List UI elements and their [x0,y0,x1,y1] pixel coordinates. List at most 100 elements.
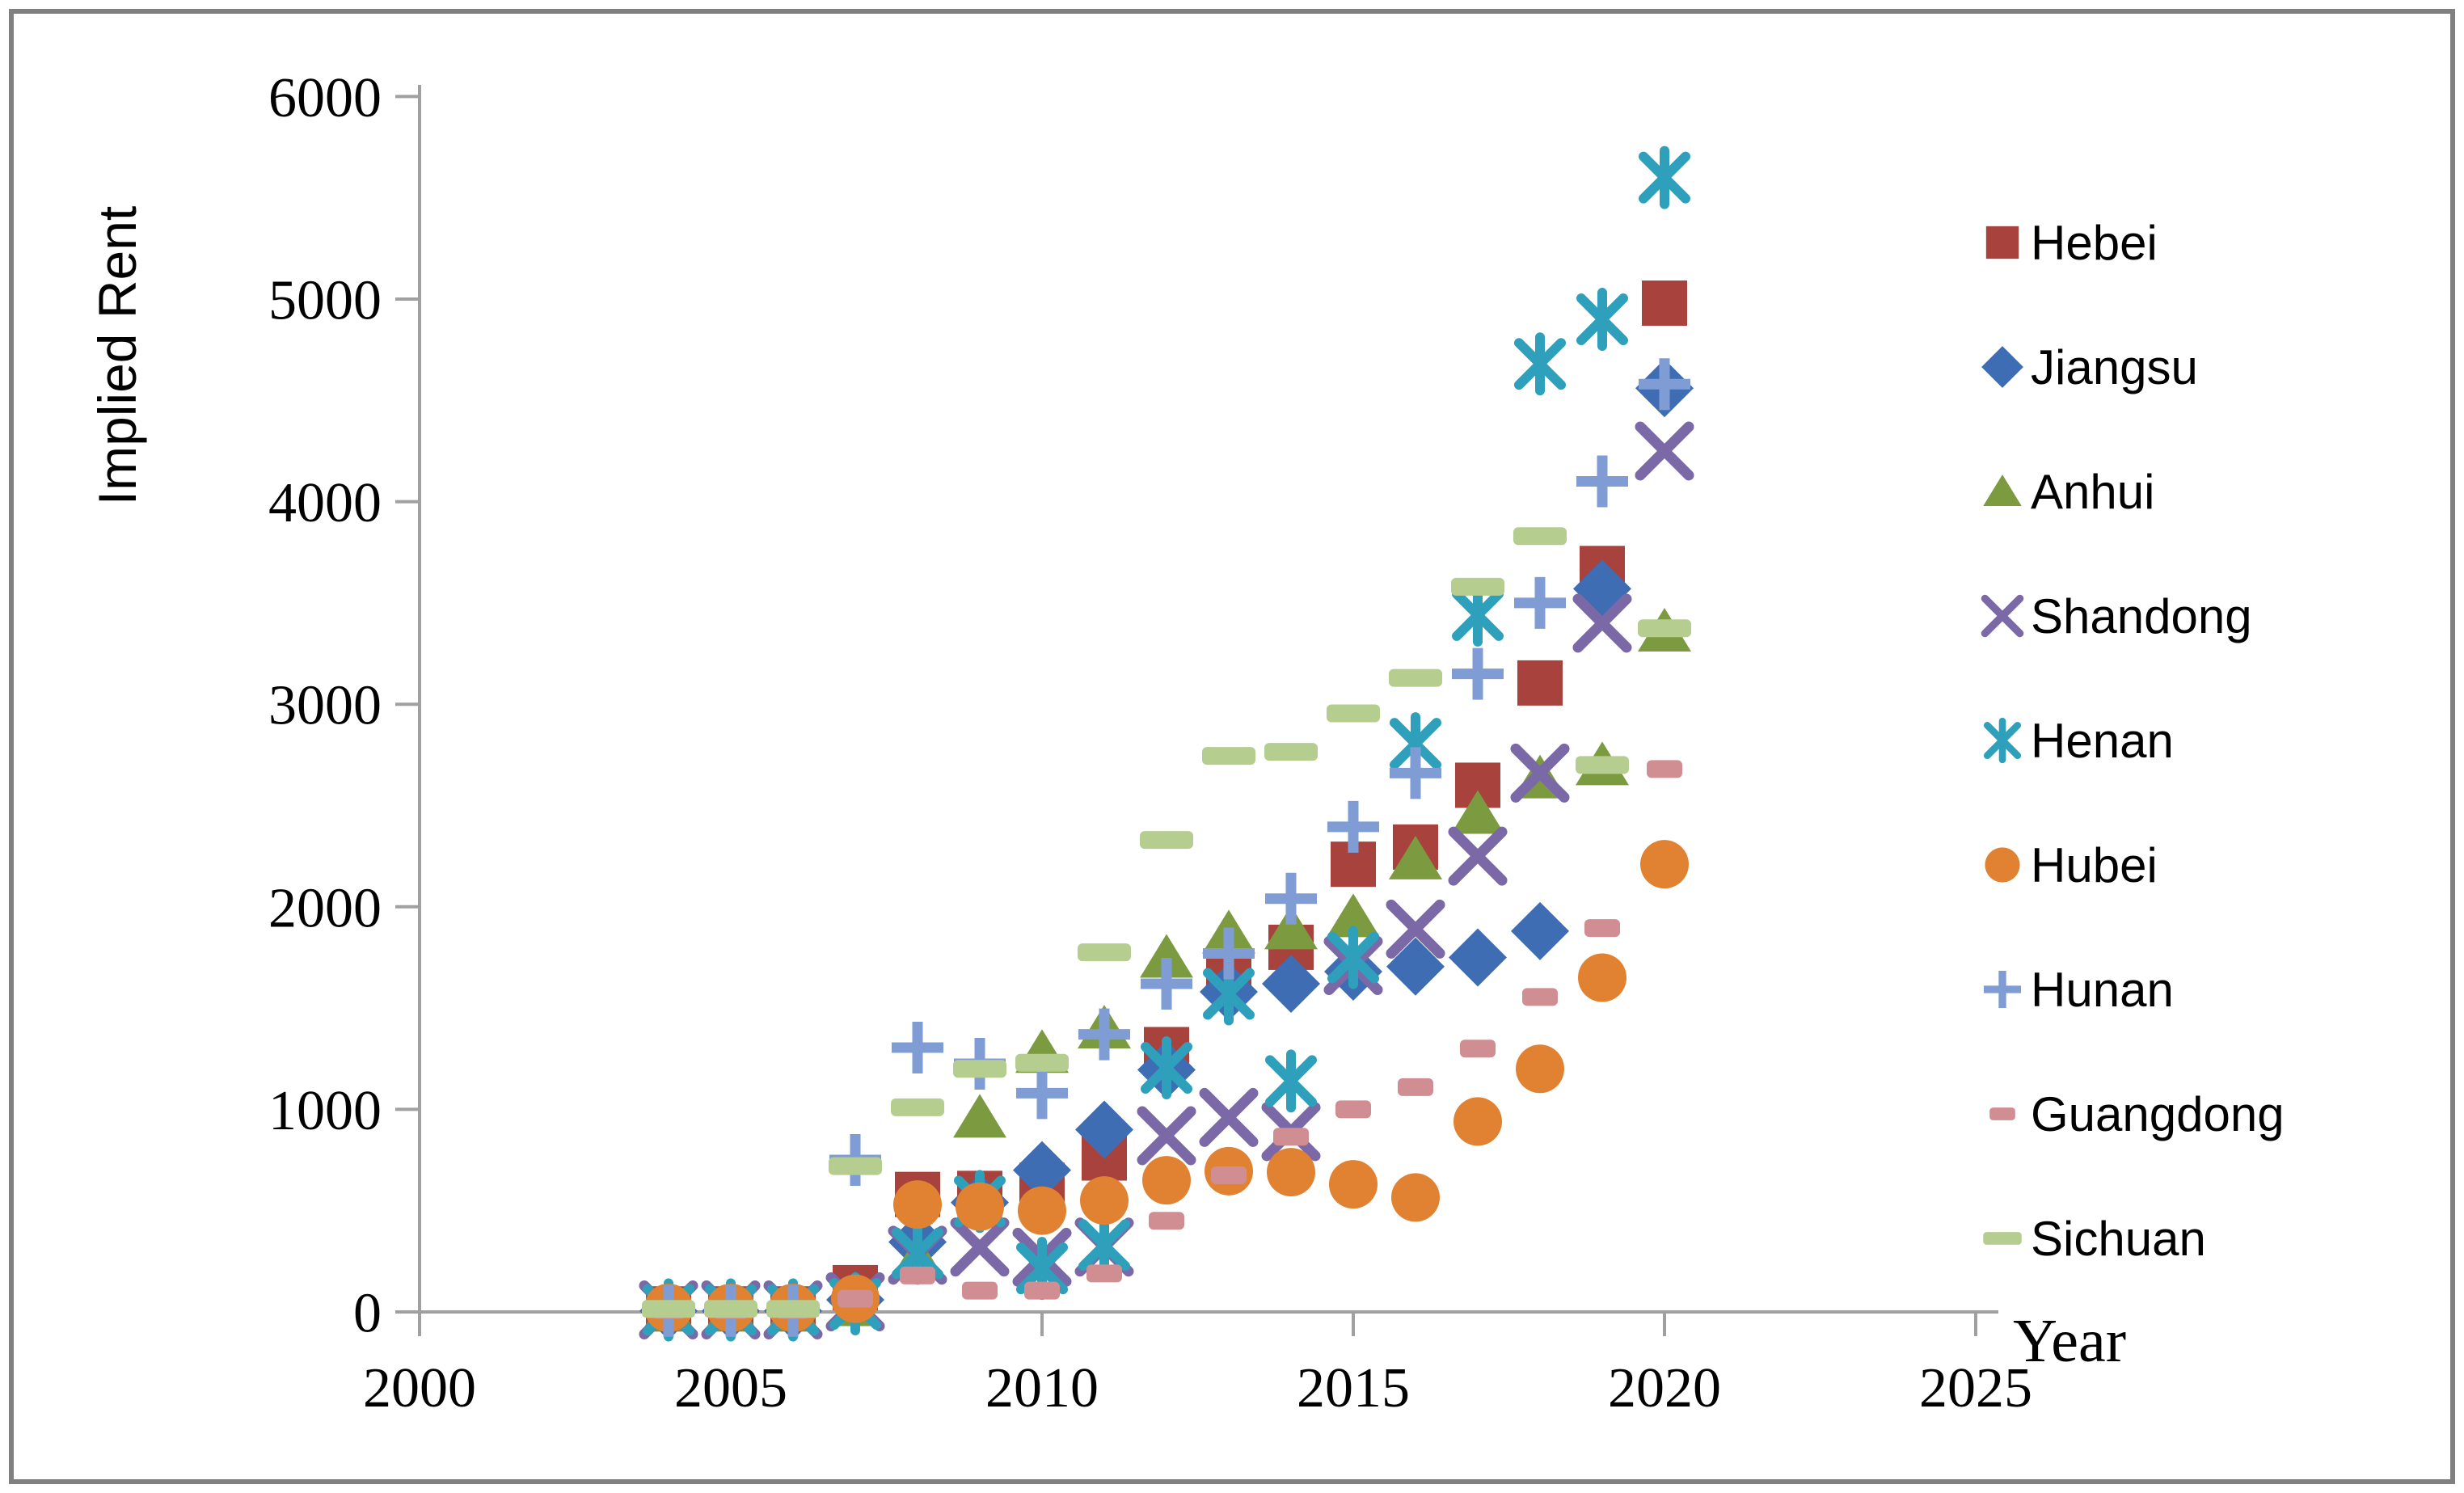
circle-icon [893,1180,942,1229]
marker-anhui-2012 [1140,934,1193,978]
marker-hunan-2008 [892,1021,943,1073]
marker-sichuan-2009 [953,1060,1006,1078]
dash-short-icon [838,1289,873,1308]
diamond-icon [1981,346,2023,388]
y-axis-title: Implied Rent [87,206,147,506]
dash-short-icon [1522,988,1558,1006]
marker-jiangsu-2018 [1511,901,1569,960]
marker-shandong-2009 [950,1217,1010,1277]
x-icon [1199,1087,1259,1147]
legend-marker-hubei [1985,847,2020,883]
dash-short-icon [1024,1281,1060,1300]
dash-long-icon [1078,943,1131,962]
x-icon [1448,826,1508,886]
marker-sichuan-2011 [1078,943,1131,962]
marker-hebei-2020 [1642,280,1687,327]
legend-marker-anhui [1983,474,2022,506]
legend-marker-henan [1983,717,2022,764]
dash-short-icon [1647,760,1682,778]
x-tick-label-2025: 2025 [1919,1357,2032,1419]
dash-short-icon [1335,1100,1371,1119]
marker-henan-2018 [1514,332,1566,396]
legend-marker-hunan [1983,970,2022,1009]
marker-shandong-2016 [1386,899,1445,959]
dash-long-icon [1638,619,1691,638]
circle-icon [1640,840,1689,889]
marker-henan-2012 [1141,1036,1192,1100]
marker-jiangsu-2016 [1386,937,1445,996]
legend-label-jiangsu: Jiangsu [2031,340,2198,394]
marker-sichuan-2017 [1451,577,1504,596]
triangle-icon [1389,835,1442,879]
legend-item-hebei: Hebei [1985,216,2158,270]
marker-hubei-2016 [1391,1173,1440,1222]
legend-label-guangdong: Guangdong [2031,1087,2285,1141]
marker-henan-2011 [1078,1213,1130,1277]
marker-sichuan-2007 [829,1157,882,1175]
marker-hubei-2008 [893,1180,942,1229]
dash-long-icon [704,1300,757,1318]
marker-jiangsu-2011 [1075,1100,1133,1159]
marker-guangdong-2008 [900,1266,935,1284]
marker-hubei-2019 [1578,953,1626,1002]
y-tick-label-2000: 2000 [268,877,382,939]
dash-long-icon [1451,577,1504,596]
diamond-icon [1511,901,1569,960]
marker-anhui-2017 [1451,790,1504,834]
marker-sichuan-2014 [1264,743,1318,761]
marker-hubei-2014 [1267,1148,1315,1197]
marker-guangdong-2020 [1647,760,1682,778]
legend-item-henan: Henan [1983,714,2174,768]
square-icon [1517,660,1563,706]
y-tick-label-4000: 4000 [268,472,382,534]
marker-sichuan-2015 [1327,704,1380,723]
marker-sichuan-2006 [766,1300,820,1318]
marker-sichuan-2008 [891,1098,944,1116]
x-tick-label-2000: 2000 [363,1357,476,1419]
y-tick-label-5000: 5000 [268,270,382,332]
marker-guangdong-2016 [1398,1078,1433,1096]
dash-long-icon [1983,1232,2022,1245]
x-icon [1635,421,1694,481]
legend-label-hubei: Hubei [2031,838,2158,892]
square-icon [1985,226,2019,259]
triangle-icon [953,1094,1006,1138]
legend-label-shandong: Shandong [2031,589,2252,643]
triangle-icon [1983,474,2022,506]
x-icon [1137,1106,1196,1166]
legend-marker-sichuan [1983,1232,2022,1245]
circle-icon [1142,1156,1191,1205]
legend-marker-jiangsu [1981,346,2023,388]
marker-guangdong-2009 [962,1281,998,1300]
marker-henan-2015 [1327,926,1379,989]
legend-item-guangdong: Guangdong [1989,1087,2285,1141]
triangle-icon [1140,934,1193,978]
x-icon [1510,743,1570,803]
y-tick-label-0: 0 [353,1283,382,1345]
marker-sichuan-2010 [1015,1053,1069,1072]
marker-henan-2014 [1265,1049,1317,1113]
dash-long-icon [891,1098,944,1116]
marker-jiangsu-2014 [1262,955,1320,1014]
marker-shandong-2019 [1572,593,1632,653]
marker-hebei-2018 [1517,660,1563,706]
marker-shandong-2018 [1510,743,1570,803]
legend-item-anhui: Anhui [1983,465,2154,519]
circle-icon [1516,1044,1564,1094]
diamond-icon [1075,1100,1133,1159]
dash-long-icon [953,1060,1006,1078]
dash-short-icon [962,1281,998,1300]
dash-long-icon [766,1300,820,1318]
marker-henan-2019 [1576,288,1628,352]
dash-long-icon [1202,747,1255,765]
dash-long-icon [642,1300,695,1318]
marker-sichuan-2005 [704,1300,757,1318]
legend-item-hubei: Hubei [1985,838,2158,892]
x-icon [1981,594,2024,638]
marker-anhui-2016 [1389,835,1442,879]
dash-short-icon [1273,1128,1309,1146]
marker-guangdong-2011 [1086,1264,1122,1283]
marker-shandong-2012 [1137,1106,1196,1166]
x-tick-label-2005: 2005 [674,1357,787,1419]
